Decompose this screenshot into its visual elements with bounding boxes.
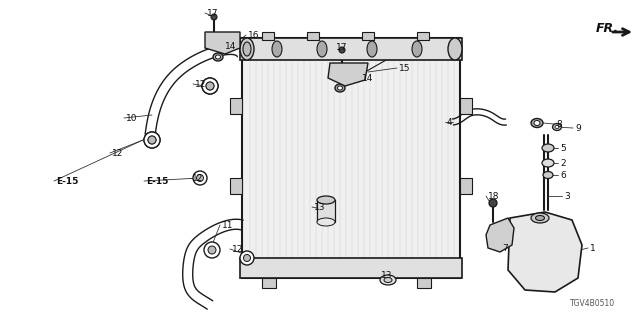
Text: 1: 1 bbox=[590, 244, 596, 252]
Circle shape bbox=[489, 199, 497, 207]
Text: 14: 14 bbox=[362, 74, 373, 83]
Ellipse shape bbox=[317, 218, 335, 226]
Text: TGV4B0510: TGV4B0510 bbox=[570, 299, 615, 308]
Circle shape bbox=[211, 14, 217, 20]
Circle shape bbox=[148, 136, 156, 144]
Circle shape bbox=[206, 82, 214, 90]
Circle shape bbox=[240, 251, 254, 265]
Text: 12: 12 bbox=[195, 79, 206, 89]
Circle shape bbox=[339, 47, 345, 53]
Text: 5: 5 bbox=[560, 143, 566, 153]
Text: FR.: FR. bbox=[596, 22, 619, 35]
Bar bbox=[460, 178, 472, 194]
Bar bbox=[240, 38, 462, 60]
Polygon shape bbox=[205, 32, 240, 54]
Ellipse shape bbox=[213, 53, 223, 61]
Bar bbox=[417, 32, 429, 40]
Ellipse shape bbox=[542, 144, 554, 152]
Bar bbox=[307, 32, 319, 40]
Text: 2: 2 bbox=[560, 158, 566, 167]
Text: 6: 6 bbox=[560, 171, 566, 180]
Circle shape bbox=[196, 174, 204, 181]
Ellipse shape bbox=[216, 55, 221, 59]
Text: 13: 13 bbox=[381, 270, 392, 279]
Polygon shape bbox=[328, 63, 368, 86]
Text: 14: 14 bbox=[225, 42, 236, 51]
Bar bbox=[240, 258, 462, 278]
Text: 11: 11 bbox=[222, 220, 234, 229]
Text: 10: 10 bbox=[126, 114, 138, 123]
Ellipse shape bbox=[337, 86, 342, 90]
Bar bbox=[230, 178, 242, 194]
Text: 17: 17 bbox=[207, 9, 218, 18]
Bar bbox=[417, 278, 431, 288]
Ellipse shape bbox=[412, 41, 422, 57]
Text: 15: 15 bbox=[399, 63, 410, 73]
Circle shape bbox=[204, 242, 220, 258]
Text: 13: 13 bbox=[314, 203, 326, 212]
Circle shape bbox=[144, 132, 160, 148]
Ellipse shape bbox=[555, 125, 559, 129]
Text: 12: 12 bbox=[192, 173, 204, 182]
Text: 3: 3 bbox=[564, 191, 570, 201]
Ellipse shape bbox=[272, 41, 282, 57]
Circle shape bbox=[208, 246, 216, 254]
Ellipse shape bbox=[317, 196, 335, 204]
Circle shape bbox=[193, 171, 207, 185]
Ellipse shape bbox=[380, 275, 396, 285]
Circle shape bbox=[202, 78, 218, 94]
Ellipse shape bbox=[384, 277, 392, 283]
Text: 12: 12 bbox=[232, 244, 243, 253]
Bar bbox=[262, 278, 276, 288]
Bar bbox=[460, 98, 472, 114]
Ellipse shape bbox=[317, 41, 327, 57]
Text: 12: 12 bbox=[112, 148, 124, 157]
Text: 16: 16 bbox=[248, 30, 259, 39]
Polygon shape bbox=[486, 218, 514, 252]
Ellipse shape bbox=[534, 121, 540, 125]
Circle shape bbox=[202, 78, 218, 94]
Ellipse shape bbox=[367, 41, 377, 57]
Bar bbox=[362, 32, 374, 40]
Ellipse shape bbox=[531, 213, 549, 223]
Circle shape bbox=[206, 82, 214, 90]
Ellipse shape bbox=[448, 38, 462, 60]
Text: 17: 17 bbox=[336, 43, 348, 52]
Text: 18: 18 bbox=[488, 191, 499, 201]
Text: 4: 4 bbox=[447, 117, 452, 126]
Ellipse shape bbox=[531, 118, 543, 127]
Circle shape bbox=[148, 136, 156, 144]
Circle shape bbox=[243, 254, 250, 261]
Circle shape bbox=[144, 132, 160, 148]
Ellipse shape bbox=[543, 172, 553, 179]
Ellipse shape bbox=[542, 159, 554, 167]
Bar bbox=[262, 32, 274, 40]
Text: E-15: E-15 bbox=[146, 177, 168, 186]
Ellipse shape bbox=[552, 124, 561, 131]
Ellipse shape bbox=[243, 42, 251, 56]
Text: 8: 8 bbox=[556, 119, 562, 129]
Ellipse shape bbox=[536, 215, 545, 220]
Bar bbox=[230, 98, 242, 114]
Ellipse shape bbox=[240, 38, 254, 60]
Ellipse shape bbox=[335, 84, 345, 92]
Bar bbox=[242, 38, 460, 278]
Text: 9: 9 bbox=[575, 124, 580, 132]
Polygon shape bbox=[508, 212, 582, 292]
Text: E-15: E-15 bbox=[56, 177, 78, 186]
Bar bbox=[317, 200, 335, 222]
Text: 7: 7 bbox=[502, 244, 508, 252]
